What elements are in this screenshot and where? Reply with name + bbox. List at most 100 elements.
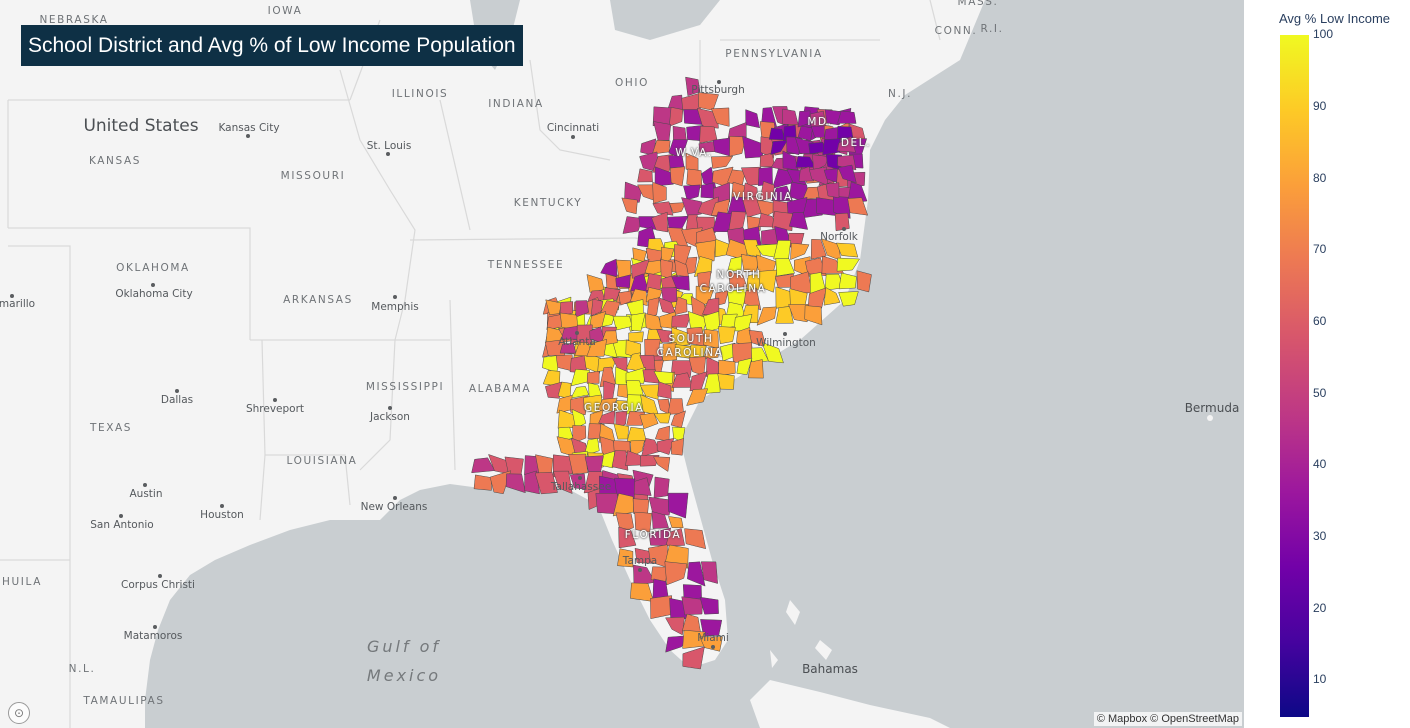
school-district[interactable] <box>611 450 629 471</box>
school-district[interactable] <box>667 398 684 415</box>
school-district[interactable] <box>747 359 764 379</box>
school-district[interactable] <box>797 110 811 128</box>
school-district[interactable] <box>836 257 861 272</box>
school-district[interactable] <box>837 164 857 184</box>
school-district[interactable] <box>673 296 688 316</box>
school-district[interactable] <box>833 196 851 219</box>
school-district[interactable] <box>615 259 632 280</box>
school-district[interactable] <box>637 168 653 183</box>
school-district[interactable] <box>822 138 841 156</box>
school-district[interactable] <box>552 470 573 494</box>
school-district[interactable] <box>628 331 644 343</box>
school-district[interactable] <box>757 269 778 293</box>
school-district[interactable] <box>671 275 690 291</box>
school-district[interactable] <box>745 109 761 129</box>
school-district[interactable] <box>807 287 827 309</box>
school-district[interactable] <box>639 412 659 430</box>
school-district[interactable] <box>600 258 618 277</box>
school-district[interactable] <box>836 136 856 153</box>
school-district[interactable] <box>702 347 719 360</box>
school-district[interactable] <box>657 398 671 416</box>
school-district[interactable] <box>711 107 730 127</box>
school-district[interactable] <box>770 140 788 155</box>
school-district[interactable] <box>823 168 838 183</box>
school-district[interactable] <box>644 338 661 357</box>
school-district[interactable] <box>489 470 512 495</box>
school-district[interactable] <box>534 471 558 495</box>
school-district[interactable] <box>664 561 688 586</box>
school-district[interactable] <box>473 474 492 491</box>
school-district[interactable] <box>788 212 809 230</box>
school-district[interactable] <box>571 408 587 429</box>
school-district[interactable] <box>685 76 701 97</box>
school-district[interactable] <box>524 470 540 495</box>
school-district[interactable] <box>699 596 719 615</box>
school-district[interactable] <box>654 166 674 187</box>
school-district[interactable] <box>717 373 735 390</box>
school-district[interactable] <box>743 287 762 311</box>
school-district[interactable] <box>718 359 736 376</box>
school-district[interactable] <box>847 197 869 216</box>
school-district[interactable] <box>624 181 643 203</box>
school-district[interactable] <box>614 477 636 499</box>
school-district[interactable] <box>603 287 621 303</box>
school-district[interactable] <box>823 287 841 306</box>
school-district[interactable] <box>682 646 705 670</box>
school-district[interactable] <box>665 635 689 653</box>
school-district[interactable] <box>809 110 826 129</box>
school-district[interactable] <box>559 301 574 317</box>
mapbox-logo-icon[interactable]: ⊙ <box>8 702 30 724</box>
school-district[interactable] <box>651 211 669 233</box>
school-district[interactable] <box>665 528 686 547</box>
school-district[interactable] <box>711 155 734 169</box>
school-district[interactable] <box>758 166 773 186</box>
school-district[interactable] <box>630 312 646 332</box>
school-district[interactable] <box>782 150 799 171</box>
school-district[interactable] <box>544 339 566 356</box>
school-district[interactable] <box>653 456 671 472</box>
school-district[interactable] <box>605 273 619 290</box>
school-district[interactable] <box>728 271 748 289</box>
school-district[interactable] <box>761 341 784 364</box>
school-district[interactable] <box>545 299 562 315</box>
school-district[interactable] <box>621 197 638 215</box>
school-district[interactable] <box>717 326 736 344</box>
school-district[interactable] <box>788 304 809 323</box>
school-district[interactable] <box>790 242 810 260</box>
school-district[interactable] <box>597 397 618 412</box>
school-district[interactable] <box>746 272 762 294</box>
school-district[interactable] <box>652 201 674 216</box>
school-district[interactable] <box>797 125 813 142</box>
school-district[interactable] <box>669 202 686 214</box>
school-district[interactable] <box>772 211 793 231</box>
school-district[interactable] <box>682 584 702 600</box>
school-district[interactable] <box>700 619 723 637</box>
school-district[interactable] <box>837 126 854 140</box>
school-district[interactable] <box>838 291 859 307</box>
school-district[interactable] <box>683 184 701 201</box>
school-district[interactable] <box>812 154 829 172</box>
school-district[interactable] <box>810 239 827 260</box>
school-district[interactable] <box>727 211 747 235</box>
school-district[interactable] <box>648 496 673 516</box>
map-attribution[interactable]: © Mapbox © OpenStreetMap <box>1093 712 1242 726</box>
school-district[interactable] <box>617 548 634 568</box>
school-district[interactable] <box>639 384 660 400</box>
school-district[interactable] <box>699 636 723 652</box>
school-district[interactable] <box>836 242 859 258</box>
school-district[interactable] <box>700 561 718 584</box>
map-canvas[interactable]: School District and Avg % of Low Income … <box>0 0 1244 728</box>
school-district[interactable] <box>618 526 637 549</box>
school-district[interactable] <box>669 107 684 127</box>
school-district[interactable] <box>665 616 685 636</box>
school-district[interactable] <box>615 274 631 289</box>
school-district[interactable] <box>798 166 815 182</box>
school-district[interactable] <box>837 110 857 124</box>
school-district[interactable] <box>671 326 691 347</box>
school-district[interactable] <box>686 388 709 406</box>
school-district[interactable] <box>684 528 707 550</box>
school-district[interactable] <box>586 338 608 357</box>
school-district[interactable] <box>586 371 600 384</box>
school-district[interactable] <box>681 197 703 218</box>
school-district[interactable] <box>544 381 563 399</box>
